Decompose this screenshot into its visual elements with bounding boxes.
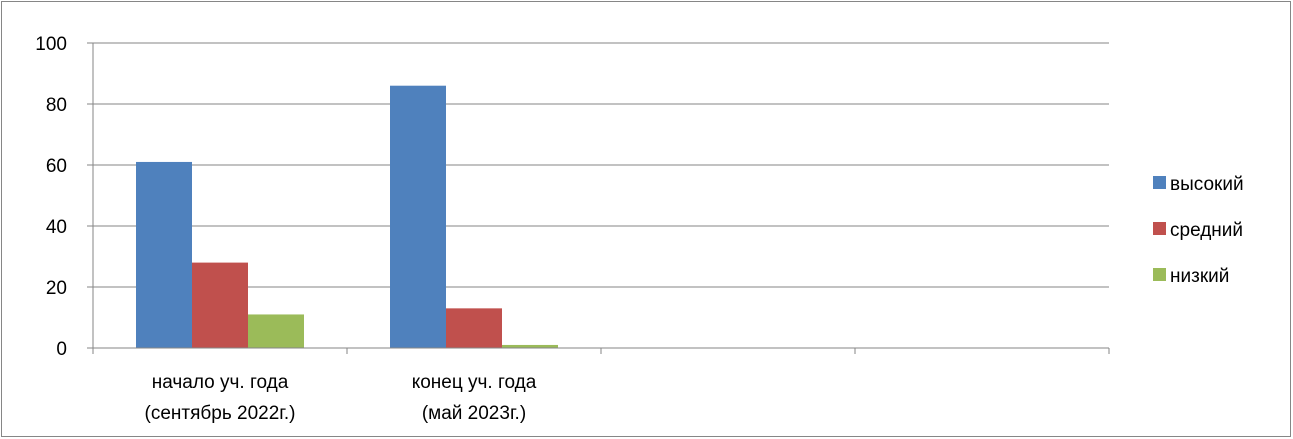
axes [92,43,1110,354]
y-axis-ticks: 0 20 40 60 80 100 [35,34,93,360]
gridlines [93,42,1109,288]
legend-label: низкий [1170,266,1229,287]
legend-label: высокий [1170,174,1244,195]
y-tick-label: 100 [35,34,67,55]
x-category-label: начало уч. года [152,372,289,393]
x-category-label: конец уч. года [412,372,537,393]
x-category-label: (сентябрь 2022г.) [145,403,296,424]
bar-средний [446,308,502,348]
bar-средний [192,262,248,348]
legend-item: высокий [1153,174,1244,195]
y-tick-label: 80 [46,95,67,116]
y-tick-label: 40 [46,217,67,238]
y-tick-label: 20 [46,278,67,299]
bar-высокий [390,85,446,348]
bars [136,85,558,348]
legend-label: средний [1170,220,1243,241]
bar-низкий [248,314,304,348]
legend-swatch [1153,222,1166,235]
bar-низкий [502,344,558,348]
legend-swatch [1153,268,1166,281]
legend-item: низкий [1153,266,1229,287]
x-axis-categories: начало уч. года (сентябрь 2022г.) конец уч… [145,372,537,424]
legend-item: средний [1153,220,1243,241]
bar-высокий [136,161,192,348]
legend-swatch [1153,176,1166,189]
y-tick-label: 0 [56,339,67,360]
x-category-label: (май 2023г.) [422,403,526,424]
legend: высокий средний низкий [1153,174,1244,287]
y-tick-label: 60 [46,156,67,177]
